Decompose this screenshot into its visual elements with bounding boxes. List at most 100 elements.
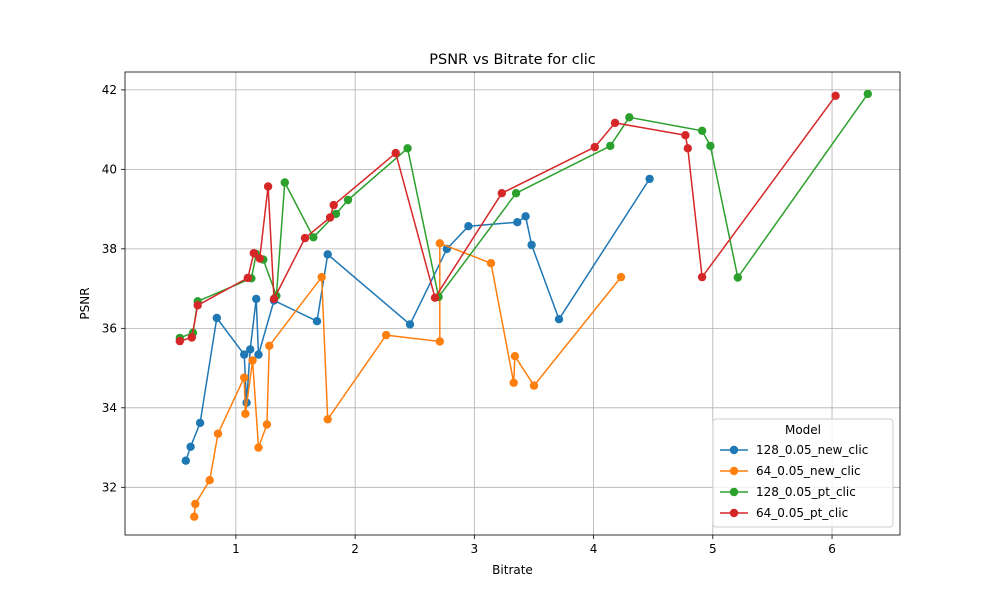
data-point [863,89,872,99]
data-point [191,499,200,509]
data-point [343,195,353,205]
data-point [697,126,707,135]
legend-label: 128_0.05_pt_clic [756,485,856,499]
data-point [312,317,322,326]
data-point [325,213,335,222]
data-point [190,512,199,521]
data-point [590,142,599,152]
series-line-64_0.05_new_clic [193,242,622,517]
legend-entry: 128_0.05_new_clic [720,443,868,457]
legend-box [712,418,894,528]
data-point [610,118,620,128]
legend-entry: 128_0.05_pt_clic [720,485,856,499]
legend-entry: 64_0.05_pt_clic [720,506,848,520]
data-point [255,254,264,263]
x-tick-label: 3 [471,542,479,556]
series-line-64_0.05_pt_clic [179,95,837,342]
data-point [403,144,412,153]
data-point [249,249,258,258]
data-point [391,148,400,158]
data-point [193,301,202,310]
data-point [212,313,221,323]
data-point [554,315,564,324]
data-point [280,178,289,187]
data-point [529,381,539,390]
legend-marker [729,466,739,476]
data-point [527,240,536,250]
data-point [309,233,318,242]
legend-entry: 64_0.05_new_clic [720,464,861,478]
x-tick-label: 5 [709,542,717,556]
legend-marker [729,487,739,497]
data-point [181,456,190,465]
y-tick-label: 36 [102,321,117,335]
data-point [625,113,634,122]
legend-title: Model [785,423,821,437]
data-point [175,336,184,346]
data-point [186,442,195,451]
data-point [323,250,332,259]
series-64_0.05_pt_clic [175,91,840,346]
legend-label: 64_0.05_new_clic [756,464,861,478]
data-point [187,333,196,342]
data-point [329,200,338,210]
y-tick-label: 40 [102,162,117,176]
data-point [511,189,521,198]
data-point [240,350,249,359]
x-tick-label: 6 [828,542,836,556]
data-point [252,294,261,304]
chart-title: PSNR vs Bitrate for clic [429,52,596,68]
x-tick-label: 4 [590,542,598,556]
data-point [246,345,255,354]
data-point [195,418,205,428]
data-point [521,212,530,221]
data-point [497,189,506,198]
data-point [706,141,715,151]
data-point [681,131,690,140]
y-tick-label: 32 [102,480,117,494]
legend-label: 128_0.05_new_clic [756,443,868,457]
x-tick-label: 2 [351,542,359,556]
data-point [241,409,250,418]
data-point [262,420,272,429]
x-tick-label: 1 [232,542,240,556]
data-point [205,476,214,485]
data-point [254,350,263,359]
data-point [323,415,332,424]
data-point [697,272,707,282]
legend: Model 128_0.05_new_clic64_0.05_new_clic1… [712,418,894,528]
data-point [464,222,473,231]
data-point [254,443,263,452]
data-point [243,273,252,283]
y-axis-label: PSNR [78,287,92,319]
data-point [510,352,520,361]
data-point [269,294,279,304]
data-point [606,141,615,151]
data-point [509,378,518,387]
data-point [263,182,273,191]
data-point [430,293,440,302]
data-point [435,239,444,248]
data-point [616,272,626,282]
data-point [405,320,415,329]
data-point [300,233,310,243]
legend-label: 64_0.05_pt_clic [756,506,848,520]
data-point [240,373,249,382]
y-tick-label: 34 [102,401,117,415]
data-point [733,273,742,282]
data-point [513,218,522,227]
series-64_0.05_new_clic [190,239,626,521]
data-point [645,174,654,184]
data-point [486,259,496,268]
x-axis-label: Bitrate [492,563,533,577]
series-layer [175,89,872,521]
y-tick-label: 42 [102,83,117,97]
data-point [213,429,223,438]
y-tick-label: 38 [102,242,117,256]
legend-entries: 128_0.05_new_clic 64_0.05_new_clic 128_0.0… [720,443,868,520]
data-point [248,356,257,365]
data-point [435,337,444,346]
legend-marker [729,508,739,518]
